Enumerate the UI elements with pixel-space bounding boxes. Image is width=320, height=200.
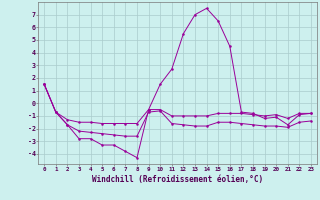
X-axis label: Windchill (Refroidissement éolien,°C): Windchill (Refroidissement éolien,°C): [92, 175, 263, 184]
